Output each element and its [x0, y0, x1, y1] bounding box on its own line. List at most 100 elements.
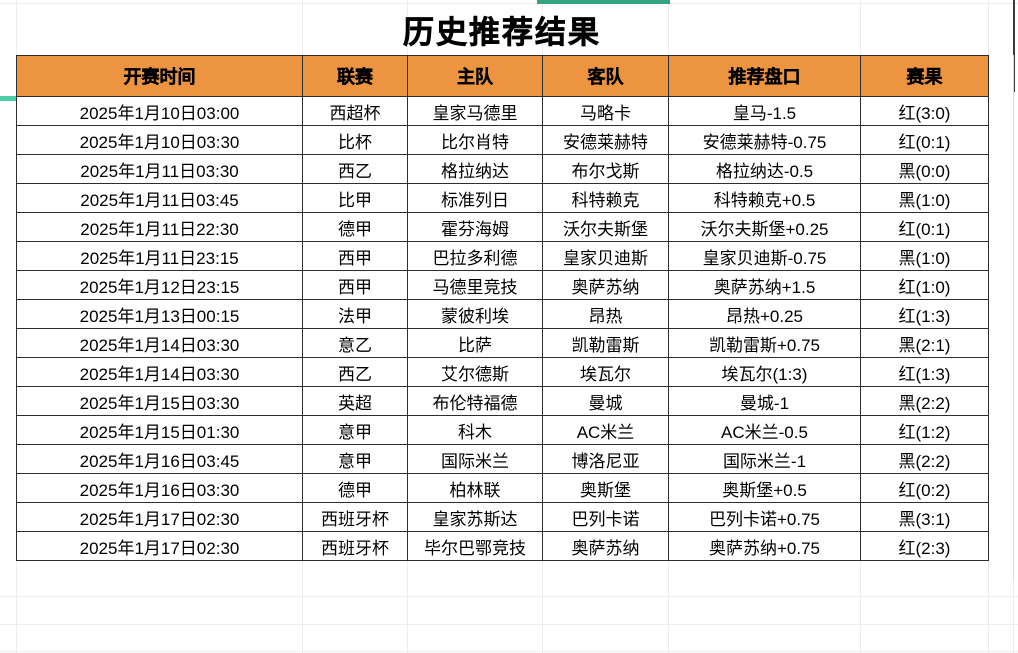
- cell-league[interactable]: 比杯: [302, 125, 408, 155]
- cell-time[interactable]: 2025年1月17日02:30: [16, 502, 303, 532]
- cell-handicap[interactable]: 巴列卡诺+0.75: [668, 502, 861, 532]
- column-header-time[interactable]: 开赛时间: [16, 55, 303, 97]
- cell-result[interactable]: 黑(1:0): [860, 241, 989, 271]
- cell-league[interactable]: 西超杯: [302, 96, 408, 126]
- table-row[interactable]: 2025年1月14日03:30 意乙 比萨 凯勒雷斯 凯勒雷斯+0.75 黑(2:1): [16, 328, 989, 358]
- cell-away-team[interactable]: 埃瓦尔: [542, 357, 669, 387]
- cell-home-team[interactable]: 毕尔巴鄂竞技: [407, 531, 543, 561]
- cell-time[interactable]: 2025年1月12日23:15: [16, 270, 303, 300]
- cell-away-team[interactable]: 奥斯堡: [542, 473, 669, 503]
- cell-league[interactable]: 意乙: [302, 328, 408, 358]
- cell-home-team[interactable]: 巴拉多利德: [407, 241, 543, 271]
- cell-result[interactable]: 黑(2:1): [860, 328, 989, 358]
- cell-away-team[interactable]: 博洛尼亚: [542, 444, 669, 474]
- cell-handicap[interactable]: 凯勒雷斯+0.75: [668, 328, 861, 358]
- cell-handicap[interactable]: 奥斯堡+0.5: [668, 473, 861, 503]
- cell-handicap[interactable]: 曼城-1: [668, 386, 861, 416]
- cell-away-team[interactable]: 沃尔夫斯堡: [542, 212, 669, 242]
- cell-time[interactable]: 2025年1月16日03:45: [16, 444, 303, 474]
- table-row[interactable]: 2025年1月10日03:00 西超杯 皇家马德里 马略卡 皇马-1.5 红(3:0): [16, 96, 989, 126]
- cell-away-team[interactable]: 奥萨苏纳: [542, 531, 669, 561]
- table-row[interactable]: 2025年1月16日03:45 意甲 国际米兰 博洛尼亚 国际米兰-1 黑(2:2): [16, 444, 989, 474]
- cell-home-team[interactable]: 国际米兰: [407, 444, 543, 474]
- cell-time[interactable]: 2025年1月15日03:30: [16, 386, 303, 416]
- cell-away-team[interactable]: 巴列卡诺: [542, 502, 669, 532]
- cell-away-team[interactable]: 安德莱赫特: [542, 125, 669, 155]
- cell-away-team[interactable]: 曼城: [542, 386, 669, 416]
- table-row[interactable]: 2025年1月11日23:15 西甲 巴拉多利德 皇家贝迪斯 皇家贝迪斯-0.75 黑(1…: [16, 241, 989, 271]
- cell-time[interactable]: 2025年1月11日03:30: [16, 154, 303, 184]
- cell-result[interactable]: 黑(2:2): [860, 444, 989, 474]
- cell-handicap[interactable]: 埃瓦尔(1:3): [668, 357, 861, 387]
- cell-handicap[interactable]: 国际米兰-1: [668, 444, 861, 474]
- cell-handicap[interactable]: AC米兰-0.5: [668, 415, 861, 445]
- cell-result[interactable]: 红(1:0): [860, 270, 989, 300]
- cell-time[interactable]: 2025年1月17日02:30: [16, 531, 303, 561]
- cell-home-team[interactable]: 比尔肖特: [407, 125, 543, 155]
- cell-away-team[interactable]: 布尔戈斯: [542, 154, 669, 184]
- cell-handicap[interactable]: 皇家贝迪斯-0.75: [668, 241, 861, 271]
- column-header-home[interactable]: 主队: [407, 55, 543, 97]
- cell-handicap[interactable]: 昂热+0.25: [668, 299, 861, 329]
- cell-home-team[interactable]: 马德里竞技: [407, 270, 543, 300]
- cell-time[interactable]: 2025年1月14日03:30: [16, 328, 303, 358]
- cell-league[interactable]: 德甲: [302, 473, 408, 503]
- cell-time[interactable]: 2025年1月10日03:30: [16, 125, 303, 155]
- cell-league[interactable]: 西班牙杯: [302, 502, 408, 532]
- cell-time[interactable]: 2025年1月16日03:30: [16, 473, 303, 503]
- cell-away-team[interactable]: 科特赖克: [542, 183, 669, 213]
- cell-time[interactable]: 2025年1月13日00:15: [16, 299, 303, 329]
- table-row[interactable]: 2025年1月15日03:30 英超 布伦特福德 曼城 曼城-1 黑(2:2): [16, 386, 989, 416]
- cell-time[interactable]: 2025年1月11日23:15: [16, 241, 303, 271]
- cell-time[interactable]: 2025年1月11日03:45: [16, 183, 303, 213]
- cell-league[interactable]: 西乙: [302, 357, 408, 387]
- cell-away-team[interactable]: 皇家贝迪斯: [542, 241, 669, 271]
- cell-home-team[interactable]: 科木: [407, 415, 543, 445]
- table-row[interactable]: 2025年1月14日03:30 西乙 艾尔德斯 埃瓦尔 埃瓦尔(1:3) 红(1:3): [16, 357, 989, 387]
- cell-home-team[interactable]: 艾尔德斯: [407, 357, 543, 387]
- table-row[interactable]: 2025年1月10日03:30 比杯 比尔肖特 安德莱赫特 安德莱赫特-0.75 红(0:…: [16, 125, 989, 155]
- cell-result[interactable]: 红(2:3): [860, 531, 989, 561]
- cell-league[interactable]: 意甲: [302, 415, 408, 445]
- cell-home-team[interactable]: 标准列日: [407, 183, 543, 213]
- cell-time[interactable]: 2025年1月11日22:30: [16, 212, 303, 242]
- cell-result[interactable]: 红(1:3): [860, 357, 989, 387]
- cell-time[interactable]: 2025年1月10日03:00: [16, 96, 303, 126]
- cell-league[interactable]: 法甲: [302, 299, 408, 329]
- table-row[interactable]: 2025年1月17日02:30 西班牙杯 毕尔巴鄂竞技 奥萨苏纳 奥萨苏纳+0.75 红(…: [16, 531, 989, 561]
- cell-time[interactable]: 2025年1月14日03:30: [16, 357, 303, 387]
- cell-home-team[interactable]: 格拉纳达: [407, 154, 543, 184]
- cell-result[interactable]: 红(0:1): [860, 125, 989, 155]
- cell-result[interactable]: 红(1:2): [860, 415, 989, 445]
- table-row[interactable]: 2025年1月11日03:45 比甲 标准列日 科特赖克 科特赖克+0.5 黑(1:0): [16, 183, 989, 213]
- cell-time[interactable]: 2025年1月15日01:30: [16, 415, 303, 445]
- cell-result[interactable]: 红(3:0): [860, 96, 989, 126]
- cell-home-team[interactable]: 蒙彼利埃: [407, 299, 543, 329]
- cell-league[interactable]: 英超: [302, 386, 408, 416]
- cell-result[interactable]: 黑(0:0): [860, 154, 989, 184]
- cell-home-team[interactable]: 霍芬海姆: [407, 212, 543, 242]
- cell-handicap[interactable]: 安德莱赫特-0.75: [668, 125, 861, 155]
- column-header-away[interactable]: 客队: [542, 55, 669, 97]
- cell-handicap[interactable]: 奥萨苏纳+0.75: [668, 531, 861, 561]
- cell-result[interactable]: 黑(2:2): [860, 386, 989, 416]
- cell-handicap[interactable]: 沃尔夫斯堡+0.25: [668, 212, 861, 242]
- cell-league[interactable]: 德甲: [302, 212, 408, 242]
- cell-league[interactable]: 西甲: [302, 270, 408, 300]
- column-header-result[interactable]: 赛果: [860, 55, 989, 97]
- cell-home-team[interactable]: 柏林联: [407, 473, 543, 503]
- cell-handicap[interactable]: 奥萨苏纳+1.5: [668, 270, 861, 300]
- cell-handicap[interactable]: 皇马-1.5: [668, 96, 861, 126]
- cell-away-team[interactable]: 昂热: [542, 299, 669, 329]
- table-row[interactable]: 2025年1月17日02:30 西班牙杯 皇家苏斯达 巴列卡诺 巴列卡诺+0.75 黑(3…: [16, 502, 989, 532]
- cell-home-team[interactable]: 比萨: [407, 328, 543, 358]
- cell-home-team[interactable]: 皇家苏斯达: [407, 502, 543, 532]
- cell-handicap[interactable]: 科特赖克+0.5: [668, 183, 861, 213]
- cell-home-team[interactable]: 布伦特福德: [407, 386, 543, 416]
- cell-league[interactable]: 比甲: [302, 183, 408, 213]
- cell-home-team[interactable]: 皇家马德里: [407, 96, 543, 126]
- cell-league[interactable]: 西班牙杯: [302, 531, 408, 561]
- table-row[interactable]: 2025年1月13日00:15 法甲 蒙彼利埃 昂热 昂热+0.25 红(1:3): [16, 299, 989, 329]
- table-row[interactable]: 2025年1月12日23:15 西甲 马德里竞技 奥萨苏纳 奥萨苏纳+1.5 红(1:0): [16, 270, 989, 300]
- table-row[interactable]: 2025年1月11日22:30 德甲 霍芬海姆 沃尔夫斯堡 沃尔夫斯堡+0.25 红(0:…: [16, 212, 989, 242]
